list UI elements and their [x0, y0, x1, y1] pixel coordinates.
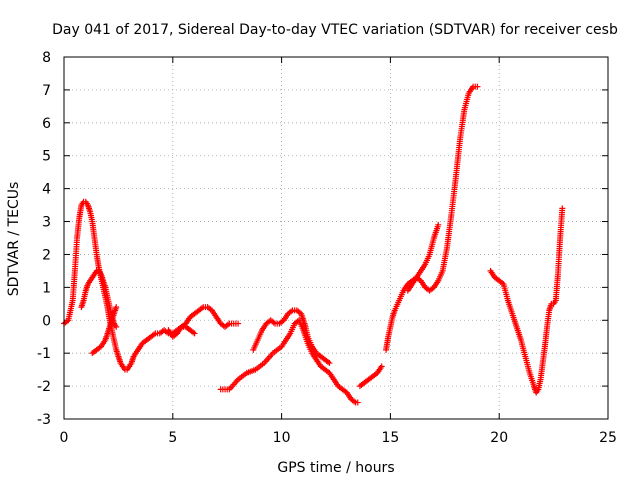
- data-point: [235, 320, 242, 327]
- data-point: [113, 323, 120, 330]
- data-point: [354, 399, 361, 406]
- y-tick-label: 1: [42, 280, 51, 296]
- x-tick-label: 5: [168, 430, 177, 446]
- data-point: [378, 363, 385, 370]
- y-tick-labels: -3 -2 -1 0 1 2 3 4 5 6 7 8: [37, 50, 51, 428]
- y-tick-label: 8: [42, 50, 51, 66]
- x-axis-label: GPS time / hours: [277, 460, 394, 476]
- series-9: [404, 221, 442, 294]
- series-6: [250, 307, 333, 367]
- series-7: [356, 363, 385, 390]
- series-1: [61, 198, 198, 373]
- x-tick-labels: 0 5 10 15 20 25: [60, 430, 617, 446]
- x-tick-label: 25: [599, 430, 617, 446]
- y-tick-label: -3: [37, 412, 51, 428]
- x-tick-label: 0: [60, 430, 69, 446]
- y-axis-label: SDTVAR / TECUs: [6, 182, 22, 297]
- x-tick-label: 20: [490, 430, 508, 446]
- gridlines: [64, 57, 608, 419]
- series-3: [89, 304, 120, 357]
- data-point: [191, 330, 198, 337]
- data-point: [435, 221, 442, 228]
- y-tick-label: 4: [42, 182, 51, 198]
- data-point: [559, 205, 566, 212]
- y-tick-label: 2: [42, 247, 51, 263]
- y-tick-label: -2: [37, 379, 51, 395]
- y-tick-label: 5: [42, 149, 51, 165]
- y-tick-label: 7: [42, 83, 51, 99]
- series-8: [383, 83, 481, 353]
- y-tick-label: 0: [42, 313, 51, 329]
- x-tick-label: 15: [381, 430, 399, 446]
- y-tick-label: 6: [42, 116, 51, 132]
- x-tick-label: 10: [273, 430, 291, 446]
- y-tick-label: 3: [42, 215, 51, 231]
- y-tick-label: -1: [37, 346, 51, 362]
- series-5: [217, 317, 361, 406]
- data-point: [474, 83, 481, 90]
- data-points: [61, 83, 566, 406]
- plot-frame: [63, 56, 609, 420]
- data-point: [326, 360, 333, 367]
- series-4: [165, 304, 242, 340]
- chart-title: Day 041 of 2017, Sidereal Day-to-day VTE…: [52, 22, 618, 38]
- data-point: [113, 304, 120, 311]
- series-10: [487, 205, 566, 396]
